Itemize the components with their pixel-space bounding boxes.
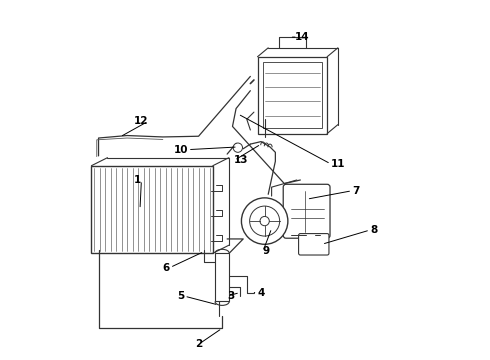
Text: 1: 1: [134, 175, 142, 185]
Text: 2: 2: [195, 339, 202, 349]
Circle shape: [233, 143, 243, 152]
Bar: [215, 253, 229, 301]
Text: 6: 6: [163, 262, 170, 273]
Circle shape: [249, 206, 280, 236]
Text: 11: 11: [331, 159, 345, 169]
Bar: [263, 62, 322, 128]
Text: 7: 7: [352, 186, 360, 196]
Bar: [92, 166, 213, 253]
Text: 13: 13: [234, 156, 249, 165]
Circle shape: [242, 198, 288, 244]
Text: 3: 3: [227, 291, 234, 301]
Text: 5: 5: [177, 291, 184, 301]
Circle shape: [260, 216, 270, 226]
Text: 4: 4: [258, 288, 265, 297]
Text: 10: 10: [173, 145, 188, 155]
Text: 8: 8: [370, 225, 377, 235]
FancyBboxPatch shape: [283, 184, 330, 238]
Text: 9: 9: [263, 247, 270, 256]
FancyBboxPatch shape: [298, 234, 329, 255]
Bar: [258, 57, 327, 134]
Text: 12: 12: [134, 116, 148, 126]
Text: 14: 14: [295, 32, 310, 42]
